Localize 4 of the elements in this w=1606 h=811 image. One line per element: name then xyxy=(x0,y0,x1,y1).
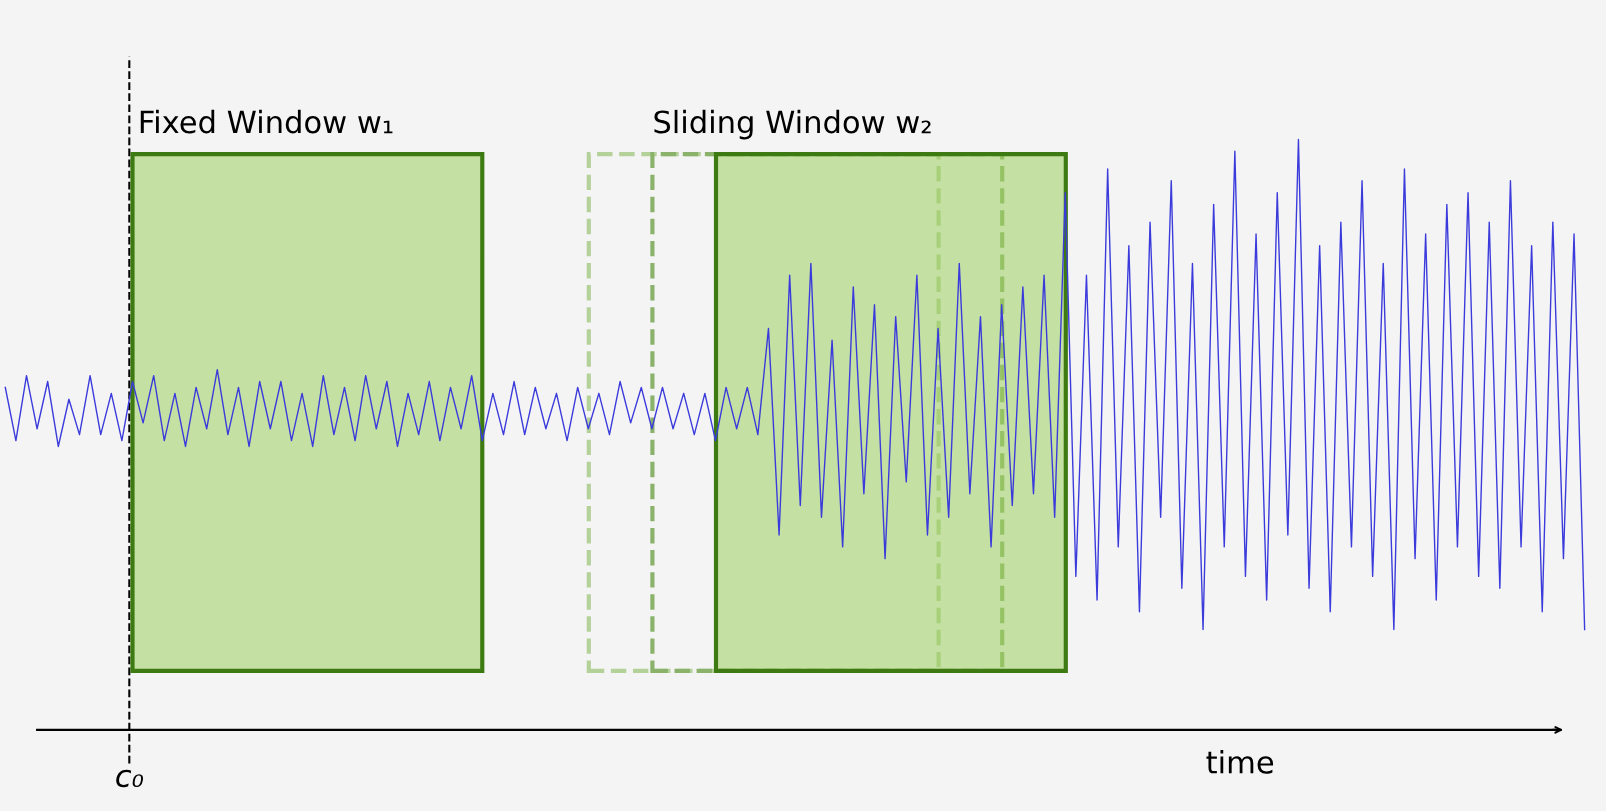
annotation: Sliding Window w₂ xyxy=(654,109,931,140)
text: c₀ xyxy=(116,769,144,788)
text: time xyxy=(1206,750,1274,774)
text: Fixed Window w₁ xyxy=(140,109,393,134)
